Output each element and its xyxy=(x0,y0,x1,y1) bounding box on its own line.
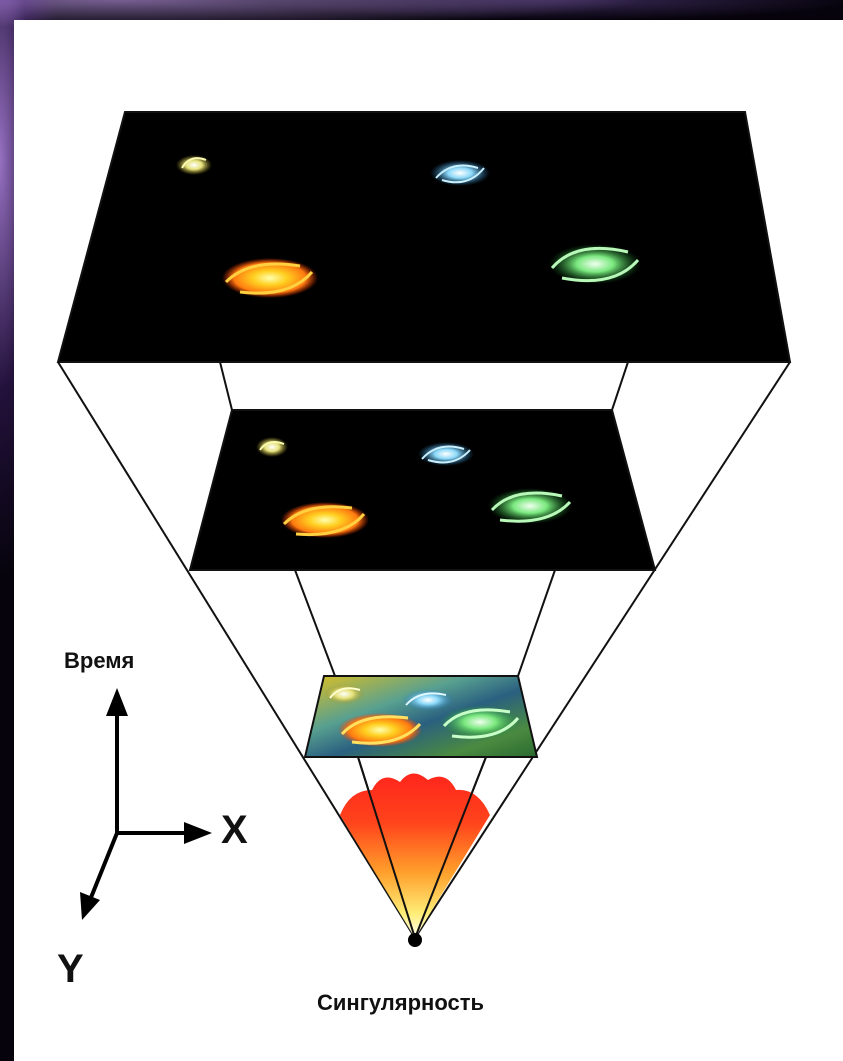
fireball xyxy=(340,773,490,938)
galaxy-icon xyxy=(430,160,490,186)
time-axis-label: Время xyxy=(64,648,135,673)
galaxy-icon xyxy=(402,689,454,711)
singularity-point xyxy=(408,933,422,947)
singularity-label: Сингулярность xyxy=(317,990,485,1015)
galaxy-icon xyxy=(549,244,641,284)
galaxy-icon xyxy=(281,502,369,538)
galaxy-icon xyxy=(176,155,212,175)
galaxy-icon xyxy=(256,437,288,457)
axes xyxy=(80,688,212,920)
down-left-arrow xyxy=(88,832,119,901)
galaxy-icon xyxy=(324,684,364,704)
y-axis-label: Y xyxy=(57,947,84,991)
galaxy-icon xyxy=(222,258,318,298)
middle-plane xyxy=(188,409,657,571)
galaxy-icon xyxy=(418,442,474,466)
galaxy-icon xyxy=(338,713,422,747)
top-plane xyxy=(56,111,792,363)
x-axis-label: X xyxy=(221,808,248,852)
galaxy-icon xyxy=(440,705,520,739)
early-plane xyxy=(303,675,539,758)
galaxy-icon xyxy=(488,488,572,524)
